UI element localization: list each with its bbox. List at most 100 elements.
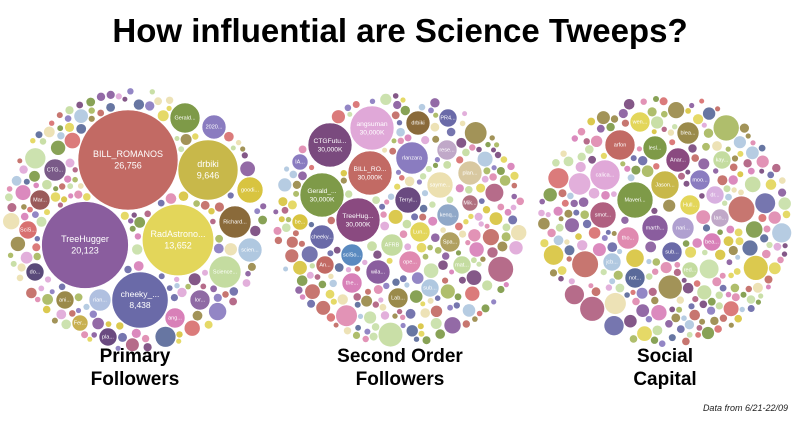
filler-bubble <box>425 165 432 173</box>
bubble-label: Maveri... <box>624 197 646 203</box>
filler-bubble <box>636 146 643 152</box>
filler-bubble <box>744 176 761 193</box>
filler-bubble <box>105 321 112 327</box>
filler-bubble <box>143 343 152 352</box>
filler-bubble <box>213 243 224 254</box>
filler-bubble <box>472 316 478 322</box>
filler-bubble <box>678 172 685 180</box>
filler-bubble <box>707 297 716 306</box>
filler-bubble <box>170 294 178 302</box>
bubble-label: 2020... <box>206 124 223 130</box>
filler-bubble <box>116 322 124 330</box>
filler-bubble <box>49 120 55 126</box>
filler-bubble <box>685 108 691 114</box>
bubble <box>218 205 252 239</box>
filler-bubble <box>17 263 26 272</box>
filler-bubble <box>725 291 732 298</box>
filler-bubble <box>588 283 594 289</box>
filler-bubble <box>688 144 697 153</box>
filler-bubble <box>458 276 466 284</box>
filler-bubble <box>688 303 695 310</box>
filler-bubble <box>653 96 659 102</box>
bubble-label: sub... <box>423 285 437 291</box>
bubble <box>315 255 335 275</box>
bubble <box>77 109 179 211</box>
filler-bubble <box>538 209 545 217</box>
filler-bubble <box>30 138 36 144</box>
filler-bubble <box>494 142 500 148</box>
filler-bubble <box>260 203 267 210</box>
filler-bubble <box>355 324 361 331</box>
bubble-label: marth... <box>646 225 665 231</box>
filler-bubble <box>621 119 630 127</box>
filler-bubble <box>273 209 279 215</box>
filler-bubble <box>577 127 586 136</box>
filler-bubble <box>673 268 682 276</box>
filler-bubble <box>707 306 716 315</box>
filler-bubble <box>488 256 514 282</box>
filler-bubble <box>588 227 601 239</box>
filler-bubble <box>702 249 708 256</box>
bubble <box>405 110 431 136</box>
filler-bubble <box>617 248 623 255</box>
bubble-label: kenq... <box>440 212 457 218</box>
bubble-label: mat... <box>455 262 469 268</box>
filler-bubble <box>336 305 357 327</box>
filler-bubble <box>756 155 769 168</box>
filler-bubble <box>455 250 462 256</box>
filler-bubble <box>723 185 731 193</box>
filler-bubble <box>676 296 684 304</box>
filler-bubble <box>141 334 150 343</box>
filler-bubble <box>568 173 591 195</box>
filler-bubble <box>516 197 524 206</box>
bubble-label: PR4... <box>440 115 456 121</box>
bubble-label: CTG... <box>47 167 64 173</box>
filler-bubble <box>193 200 200 207</box>
bubble-label: Hull... <box>683 202 698 208</box>
filler-bubble <box>38 285 45 292</box>
filler-bubble <box>69 310 76 317</box>
filler-bubble <box>481 175 489 183</box>
bubble <box>111 271 169 329</box>
bubble <box>679 194 701 216</box>
filler-bubble <box>192 310 203 321</box>
filler-bubble <box>477 151 493 167</box>
bubble-label: TreeHug... <box>342 213 373 220</box>
filler-bubble <box>681 315 687 322</box>
filler-bubble <box>125 338 139 352</box>
filler-bubble <box>293 190 300 197</box>
filler-bubble <box>629 335 638 343</box>
filler-bubble <box>3 213 20 230</box>
filler-bubble <box>611 191 617 198</box>
filler-bubble <box>292 180 301 189</box>
filler-bubble <box>600 269 607 276</box>
filler-bubble <box>345 267 352 273</box>
filler-bubble <box>501 232 511 242</box>
filler-bubble <box>287 200 297 210</box>
bubble <box>616 181 654 219</box>
filler-bubble <box>669 306 676 313</box>
filler-bubble <box>74 190 83 199</box>
bubble-value-label: 30,000K <box>358 174 383 181</box>
bubble <box>589 201 617 229</box>
filler-bubble <box>500 156 508 163</box>
bubble <box>341 272 363 294</box>
filler-bubble <box>733 136 747 149</box>
filler-bubble <box>480 256 486 262</box>
filler-bubble <box>462 320 470 328</box>
filler-bubble <box>676 306 683 313</box>
bubble <box>426 171 454 199</box>
bubble-label: dr... <box>710 192 720 198</box>
filler-bubble <box>72 167 78 173</box>
filler-bubble <box>200 283 207 290</box>
filler-bubble <box>728 175 738 185</box>
bubble <box>702 232 722 252</box>
bubble-value-label: 13,652 <box>164 241 192 251</box>
filler-bubble <box>393 100 402 110</box>
bubble <box>237 237 263 263</box>
filler-bubble <box>561 199 569 207</box>
filler-bubble <box>278 216 285 223</box>
bubble-label: BILL_RO... <box>354 166 387 173</box>
filler-bubble <box>208 302 227 321</box>
